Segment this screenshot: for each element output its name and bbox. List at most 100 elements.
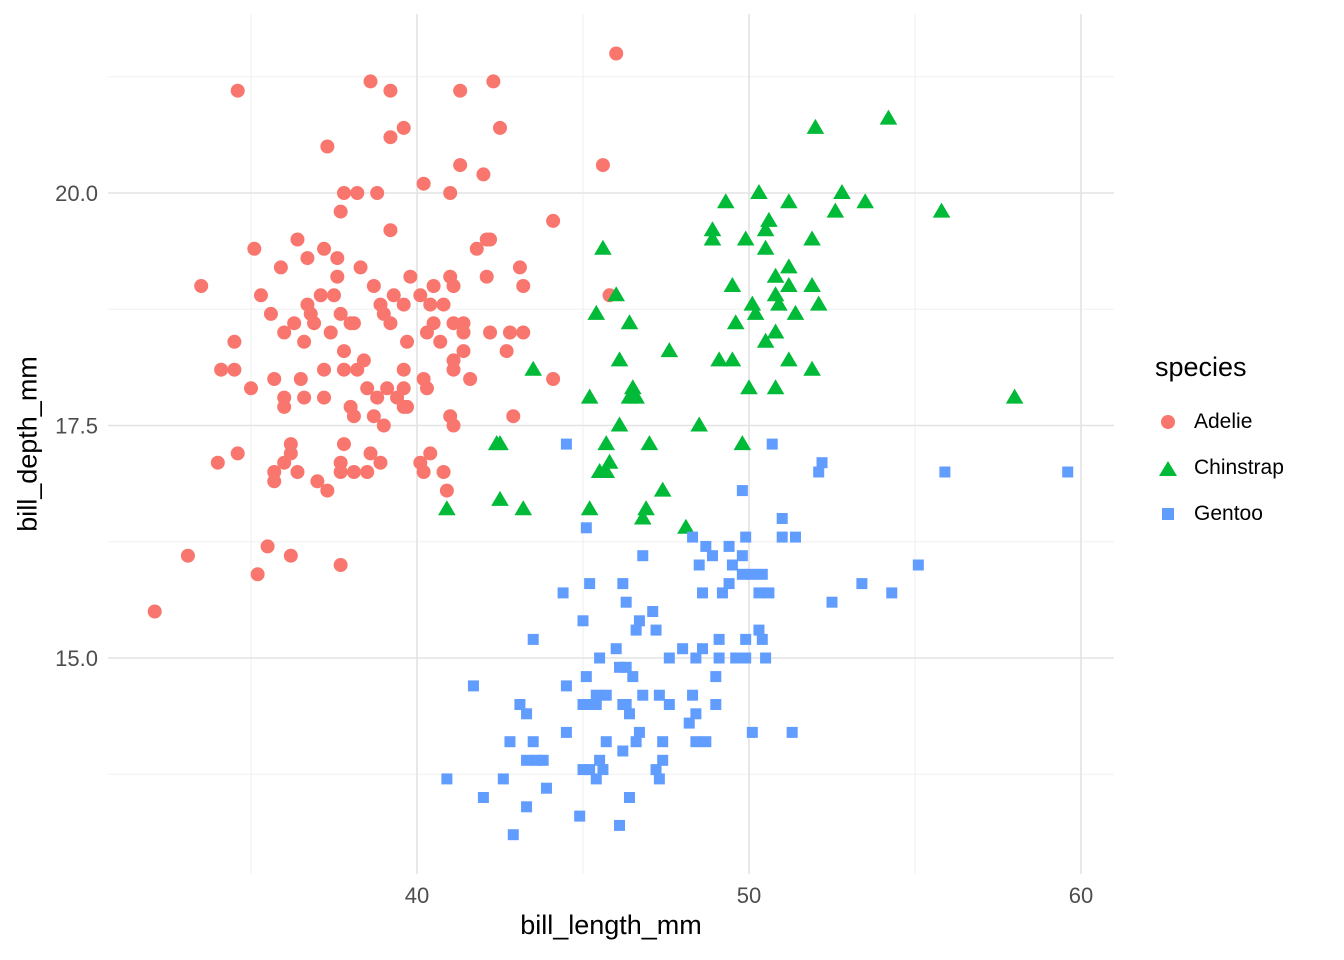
chinstrap-point [690,416,708,432]
gentoo-point [713,652,725,664]
adelie-point [595,158,610,173]
chinstrap-point [736,230,755,246]
chinstrap-point [766,286,785,302]
adelie-point [317,362,332,377]
adelie-point [356,353,371,368]
chinstrap-point [770,295,788,311]
adelie-point [290,232,305,247]
adelie-point [267,372,282,386]
gentoo-point [746,726,758,738]
adelie-point [502,325,517,340]
adelie-point [267,474,282,489]
adelie-point [230,83,245,98]
gentoo-point [663,652,675,664]
gentoo-point [912,559,924,571]
adelie-point [426,279,441,293]
legend-label-adelie: Adelie [1194,410,1253,433]
adelie-point [263,306,278,321]
gentoo-point [653,689,665,701]
x-axis-title: bill_length_mm [520,910,702,940]
gentoo-point [617,745,629,757]
adelie-point [214,362,229,377]
chinstrap-point [760,211,778,227]
gentoo-point [467,680,479,692]
legend-key [1155,409,1181,435]
chinstrap-point [703,230,722,246]
y-tick-label: 15.0 [55,646,98,671]
gentoo-point [617,578,629,590]
y-tick-label: 17.5 [55,414,98,439]
chinstrap-point [620,314,639,330]
adelie-point [396,362,411,377]
chinstrap-point [726,314,745,330]
chinstrap-point [856,193,874,209]
chinstrap-point [806,118,825,134]
adelie-point [436,465,451,479]
adelie-point [423,446,438,461]
gentoo-point [650,764,662,776]
gentoo-point [690,736,702,748]
adelie-point [446,279,461,293]
chinstrap-point [716,193,735,209]
adelie-point [283,548,298,563]
adelie-point [400,399,415,414]
gentoo-point [789,531,801,543]
gentoo-point [504,736,516,748]
adelie-point [360,381,375,396]
gentoo-point [580,671,592,683]
chinstrap-point [597,435,616,451]
adelie-point [180,548,195,563]
legend-item-gentoo: Gentoo [1155,491,1284,537]
adelie-point [353,260,368,275]
adelie-point [516,325,531,340]
adelie-point [323,325,338,340]
adelie-point [439,483,454,498]
adelie-point [376,418,391,433]
chinstrap-point [703,221,722,237]
adelie-point [499,344,514,359]
chinstrap-point [766,323,785,339]
gentoo-point [441,773,453,785]
gentoo-point [690,708,702,720]
gentoo-point [697,587,709,599]
adelie-point [383,130,398,145]
chinstrap-point [833,184,851,199]
chinstrap-point [580,500,599,516]
gentoo-point [590,699,602,710]
chinstrap-point [756,221,775,237]
adelie-point [366,279,381,293]
adelie-point [383,223,398,238]
adelie-point [609,46,624,61]
adelie-point [370,390,385,405]
chinstrap-point [803,360,821,376]
adelie-point [400,334,415,349]
gentoo-point [630,624,642,636]
gentoo-point [623,792,635,803]
chinstrap-point [597,463,616,478]
chinstrap-point [879,109,898,125]
gentoo-point [856,578,868,590]
chinstrap-point [803,230,821,246]
chinstrap-point [723,351,742,367]
chinstrap-point [750,184,768,199]
chinstrap-triangle-icon [1159,460,1177,476]
adelie-point [247,241,262,256]
gentoo-point [886,587,898,599]
gentoo-point [760,652,772,664]
adelie-point [486,74,501,89]
adelie-point [336,344,351,359]
gentoo-point [939,466,951,478]
adelie-point [297,390,312,405]
gentoo-point [687,689,699,701]
gentoo-point [521,708,533,720]
gentoo-point [776,513,788,524]
adelie-point [290,465,305,479]
adelie-point [277,455,292,470]
gentoo-point [594,652,606,664]
adelie-point [300,251,315,266]
adelie-point [506,409,521,424]
chinstrap-point [653,481,672,497]
gentoo-point [647,606,659,617]
adelie-point [416,176,431,191]
